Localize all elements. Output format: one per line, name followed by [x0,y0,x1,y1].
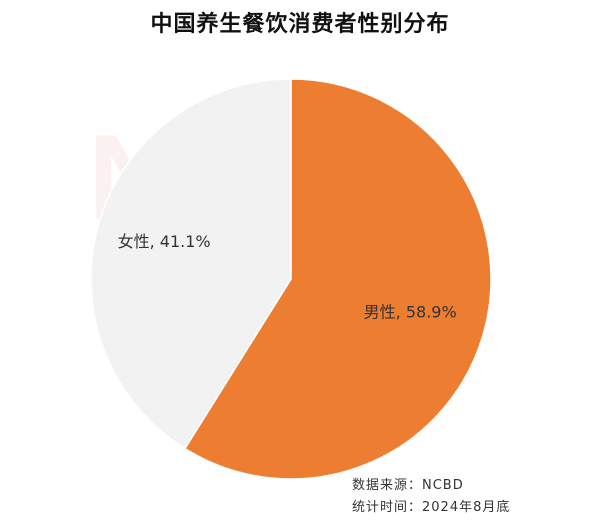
statistics-time-note: 统计时间：2024年8月底 [352,500,511,515]
pie-slice-male [183,78,492,480]
chart-title: 中国养生餐饮消费者性别分布 [150,12,450,37]
pie-label-male: 男性, 58.9% [364,303,457,322]
data-source-note: 数据来源：NCBD [352,478,464,493]
pie-slice-female [90,78,292,450]
pie-label-female: 女性, 41.1% [118,232,211,251]
